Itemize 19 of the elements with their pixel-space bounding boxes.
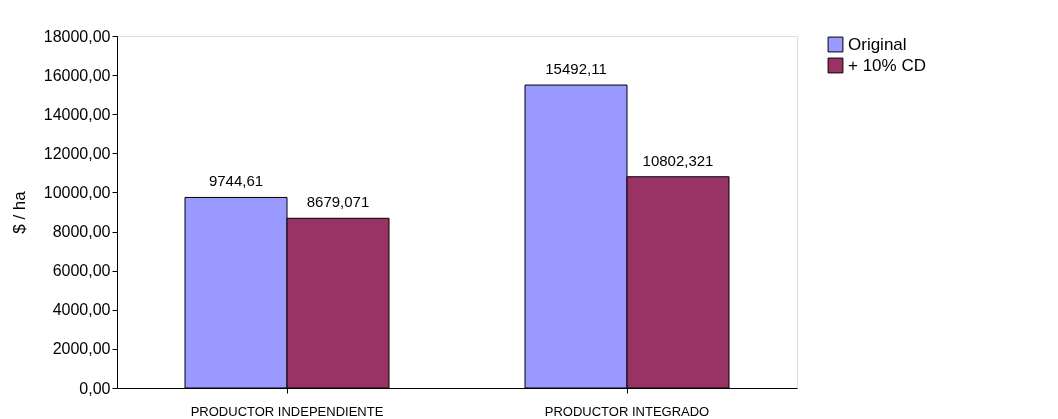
y-tick-label: 10000,00 (43, 183, 111, 201)
legend-label: + 10% CD (848, 55, 926, 75)
y-axis-title: $ / ha (9, 190, 29, 234)
y-tick-label: 12000,00 (43, 144, 111, 162)
y-tick-label: 4000,00 (52, 301, 111, 319)
data-label: 8679,071 (306, 193, 370, 211)
y-tick-label: 8000,00 (52, 223, 111, 241)
y-tick-label: 6000,00 (52, 262, 111, 280)
legend-label: Original (848, 34, 907, 54)
y-tick-label: 14000,00 (43, 105, 111, 123)
x-tick-label: PRODUCTOR INTEGRADO (544, 403, 710, 419)
y-tick-label: 18000,00 (43, 27, 111, 45)
y-tick-label: 2000,00 (52, 340, 111, 358)
data-label: 15492,11 (545, 60, 607, 78)
data-label: 9744,61 (208, 172, 264, 190)
y-tick-label: 16000,00 (43, 66, 111, 84)
x-tick-label: PRODUCTOR INDEPENDIENTE (190, 403, 384, 419)
y-tick-label: 0,00 (79, 379, 111, 397)
data-label: 10802,321 (642, 151, 714, 169)
